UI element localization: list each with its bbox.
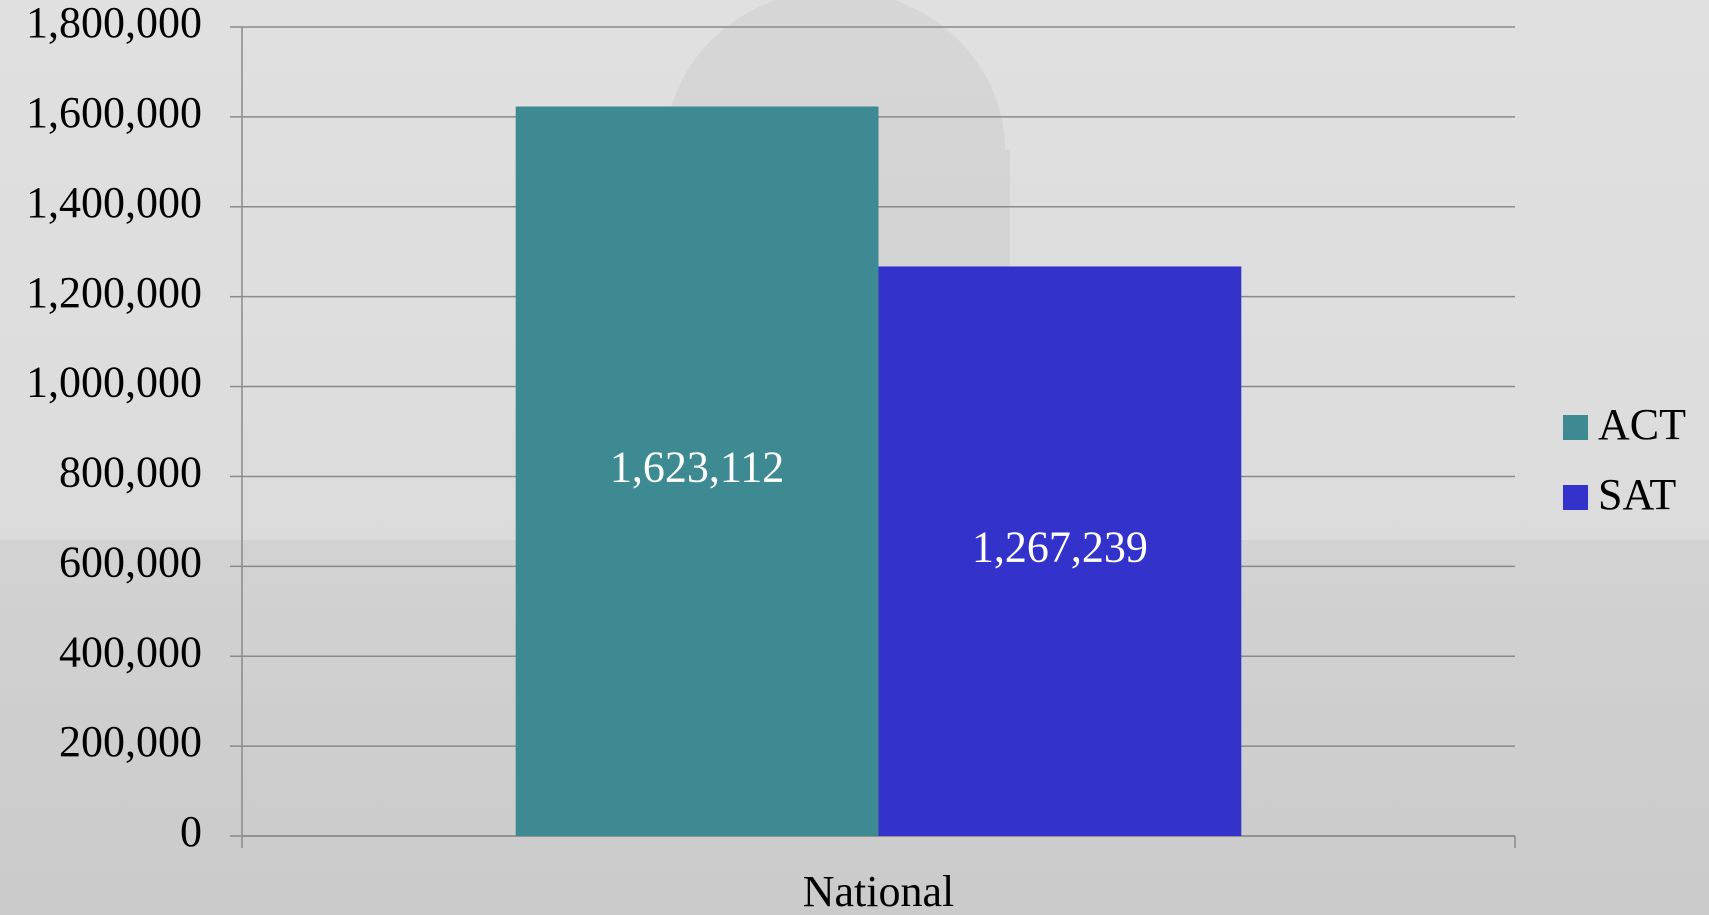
y-tick-label: 1,000,000 <box>26 358 202 407</box>
bar <box>515 106 879 836</box>
y-tick-label: 1,600,000 <box>26 88 202 137</box>
x-tick-label: National <box>803 867 955 915</box>
legend-swatch <box>1563 415 1588 440</box>
y-tick-label: 400,000 <box>59 627 202 676</box>
legend-label: SAT <box>1598 470 1676 519</box>
y-tick-label: 200,000 <box>59 717 202 766</box>
data-label: 1,623,112 <box>610 442 784 491</box>
y-tick-label: 800,000 <box>59 448 202 497</box>
y-tick-label: 1,200,000 <box>26 268 202 317</box>
legend-swatch <box>1563 485 1588 510</box>
y-tick-label: 600,000 <box>59 537 202 586</box>
y-tick-label: 1,400,000 <box>26 178 202 227</box>
y-tick-label: 0 <box>180 807 202 856</box>
bar <box>878 266 1242 836</box>
legend-label: ACT <box>1598 400 1686 449</box>
y-tick-label: 1,800,000 <box>26 0 202 47</box>
data-label: 1,267,239 <box>972 522 1148 571</box>
